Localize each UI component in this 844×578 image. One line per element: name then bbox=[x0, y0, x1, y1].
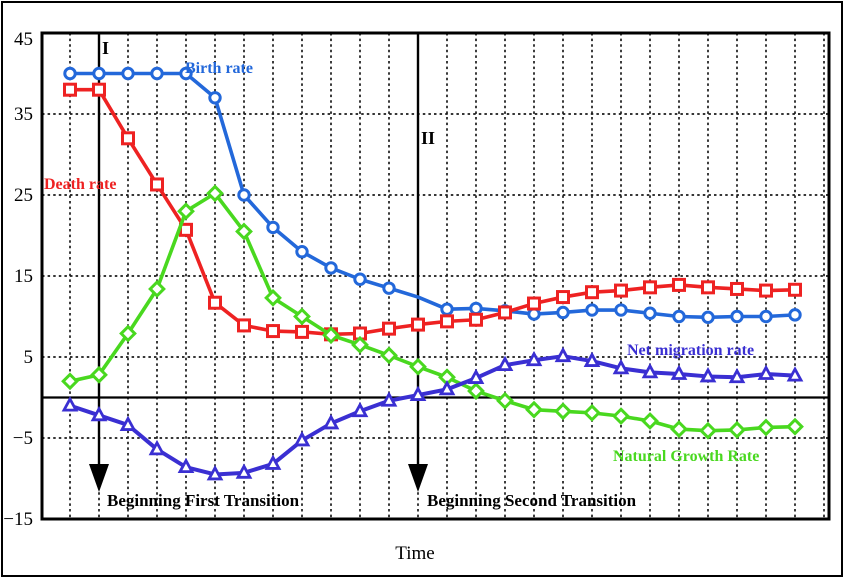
series-natural-growth-rate bbox=[61, 184, 804, 440]
y-tick-label: 45 bbox=[14, 29, 33, 50]
natural-growth-rate-series-label: Natural Growth Rate bbox=[613, 448, 760, 465]
series-net-migration-rate bbox=[61, 346, 804, 481]
grid bbox=[42, 33, 829, 519]
y-tick-label: −15 bbox=[3, 509, 33, 530]
transition-line-1-label: I bbox=[102, 38, 110, 58]
death-rate-series-label: Death rate bbox=[44, 176, 117, 193]
transition-line-2-label: II bbox=[421, 128, 436, 148]
second-transition-caption: Beginning Second Transition bbox=[427, 491, 637, 510]
series-death-rate bbox=[63, 82, 802, 342]
y-tick-label: −5 bbox=[12, 428, 33, 449]
birth-rate-series-label: Birth rate bbox=[185, 60, 253, 77]
first-transition-caption: Beginning First Transition bbox=[107, 491, 300, 510]
transition-arrow-I bbox=[89, 33, 109, 492]
plot-border bbox=[40, 31, 831, 521]
y-tick-label: 15 bbox=[14, 266, 33, 287]
y-tick-label: 5 bbox=[23, 347, 34, 368]
y-tick-label: 25 bbox=[14, 185, 33, 206]
net-migration-rate-series-label: Net migration rate bbox=[627, 342, 755, 359]
x-axis-label: Time bbox=[395, 543, 435, 564]
transition-arrow-II bbox=[408, 33, 428, 492]
y-tick-label: 35 bbox=[14, 104, 33, 125]
